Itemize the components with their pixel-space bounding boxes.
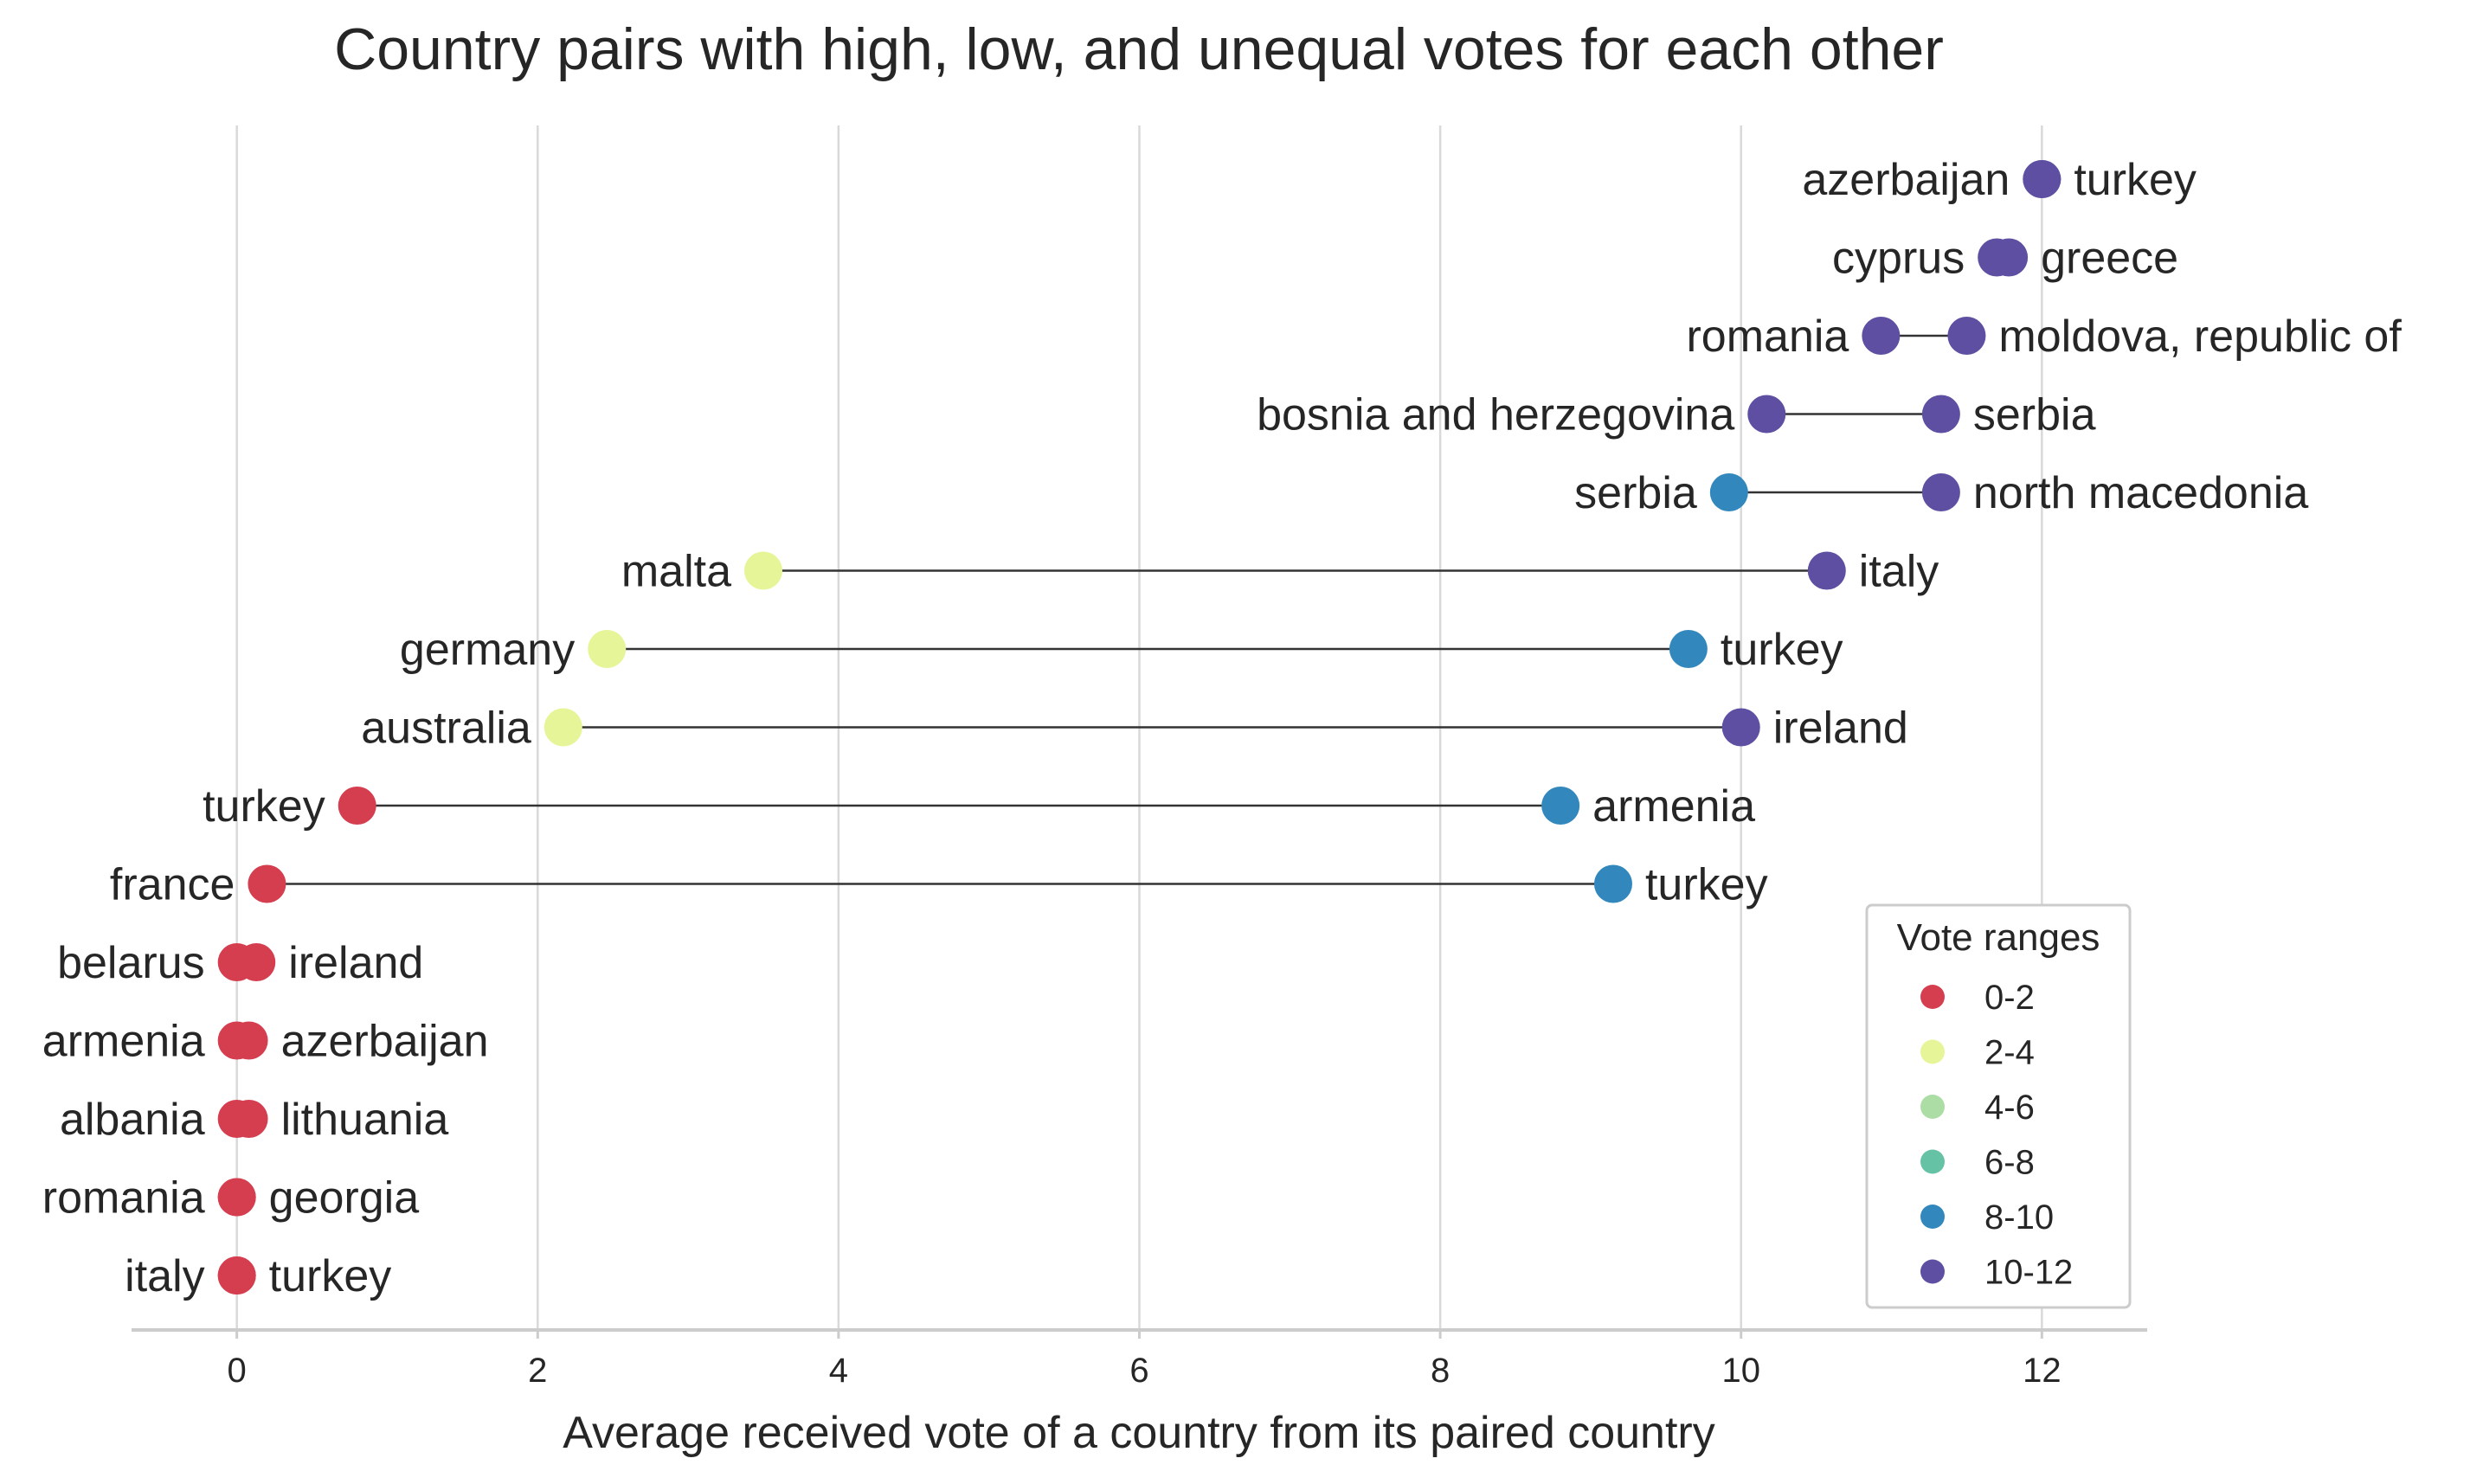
right-point — [1721, 708, 1760, 747]
left-point — [544, 708, 582, 747]
right-country-label: georgia — [269, 1173, 420, 1224]
connector-lines — [236, 256, 2010, 1121]
x-tick-label: 4 — [829, 1352, 848, 1390]
left-country-label: romania — [42, 1173, 205, 1224]
right-point — [1669, 630, 1708, 668]
left-country-label: malta — [621, 547, 731, 597]
left-point — [1862, 317, 1901, 355]
left-country-label: australia — [361, 703, 531, 754]
legend-label: 8-10 — [1984, 1198, 2054, 1237]
x-tick-label: 6 — [1129, 1352, 1148, 1390]
x-tick-label: 2 — [528, 1352, 547, 1390]
right-country-label: ireland — [288, 938, 423, 988]
right-country-label: greece — [2041, 234, 2178, 284]
right-point — [229, 1021, 268, 1060]
right-country-label: turkey — [2074, 155, 2197, 205]
right-country-label: armenia — [1592, 781, 1755, 832]
legend-label: 2-4 — [1984, 1034, 2035, 1072]
legend-title: Vote ranges — [1897, 916, 2100, 959]
left-country-label: cyprus — [1832, 234, 1965, 284]
left-point — [1747, 395, 1786, 434]
right-point — [1990, 238, 2029, 277]
legend-label: 6-8 — [1984, 1144, 2035, 1182]
left-country-label: armenia — [42, 1017, 205, 1067]
chart-title: Country pairs with high, low, and unequa… — [334, 16, 1944, 82]
left-country-label: romania — [1686, 312, 1849, 362]
left-country-label: albania — [60, 1095, 205, 1145]
right-point — [1593, 864, 1632, 903]
right-country-label: lithuania — [281, 1095, 449, 1145]
legend-label: 4-6 — [1984, 1089, 2035, 1127]
data-points — [217, 160, 2062, 1294]
right-country-label: turkey — [269, 1251, 392, 1301]
right-country-label: ireland — [1773, 703, 1908, 754]
right-point — [237, 943, 276, 981]
left-country-label: serbia — [1574, 468, 1697, 518]
x-tick-label: 0 — [228, 1352, 247, 1390]
x-tick-label: 10 — [1721, 1352, 1760, 1390]
right-point — [217, 1256, 256, 1294]
legend: Vote ranges 0-2 2-4 4-6 6-8 8-10 10-12 — [1865, 903, 2132, 1309]
right-point — [1921, 473, 1960, 511]
legend-label: 10-12 — [1984, 1254, 2073, 1292]
left-point — [588, 630, 627, 668]
right-point — [217, 1178, 256, 1217]
left-country-label: belarus — [57, 938, 205, 988]
left-country-label: bosnia and herzegovina — [1257, 390, 1734, 440]
right-country-label: serbia — [1973, 390, 2096, 440]
right-country-label: moldova, republic of — [1998, 312, 2402, 362]
right-country-label: turkey — [1721, 625, 1843, 675]
right-point — [1541, 787, 1580, 825]
left-country-label: france — [110, 860, 235, 910]
left-point — [248, 864, 286, 903]
legend-marker — [1920, 1149, 1945, 1174]
right-country-label: azerbaijan — [281, 1017, 489, 1067]
legend-marker — [1920, 1259, 1945, 1284]
right-point — [1921, 395, 1960, 434]
left-country-label: azerbaijan — [1802, 155, 2010, 205]
right-point — [1947, 317, 1986, 355]
legend-marker — [1920, 1205, 1945, 1229]
right-point — [1807, 551, 1846, 590]
left-point — [743, 551, 782, 590]
left-country-label: italy — [125, 1251, 204, 1301]
left-point — [338, 787, 376, 825]
x-tick-label: 12 — [2023, 1352, 2062, 1390]
legend-label: 0-2 — [1984, 979, 2035, 1017]
right-country-label: north macedonia — [1973, 468, 2308, 518]
legend-marker — [1920, 1039, 1945, 1064]
right-country-label: italy — [1859, 547, 1939, 597]
left-point — [1709, 473, 1748, 511]
country-labels: azerbaijan turkey cyprus greece romania moldo… — [42, 155, 2402, 1301]
legend-marker — [1920, 985, 1945, 1009]
x-axis-label: Average received vote of a country from … — [563, 1408, 1714, 1458]
x-axis-ticks: 0 2 4 6 8 10 12 — [228, 1330, 2062, 1390]
left-country-label: turkey — [203, 781, 325, 832]
x-tick-label: 8 — [1431, 1352, 1450, 1390]
right-point — [229, 1100, 268, 1138]
right-point — [2023, 160, 2062, 198]
left-country-label: germany — [400, 625, 575, 675]
legend-marker — [1920, 1095, 1945, 1119]
right-country-label: turkey — [1645, 860, 1768, 910]
